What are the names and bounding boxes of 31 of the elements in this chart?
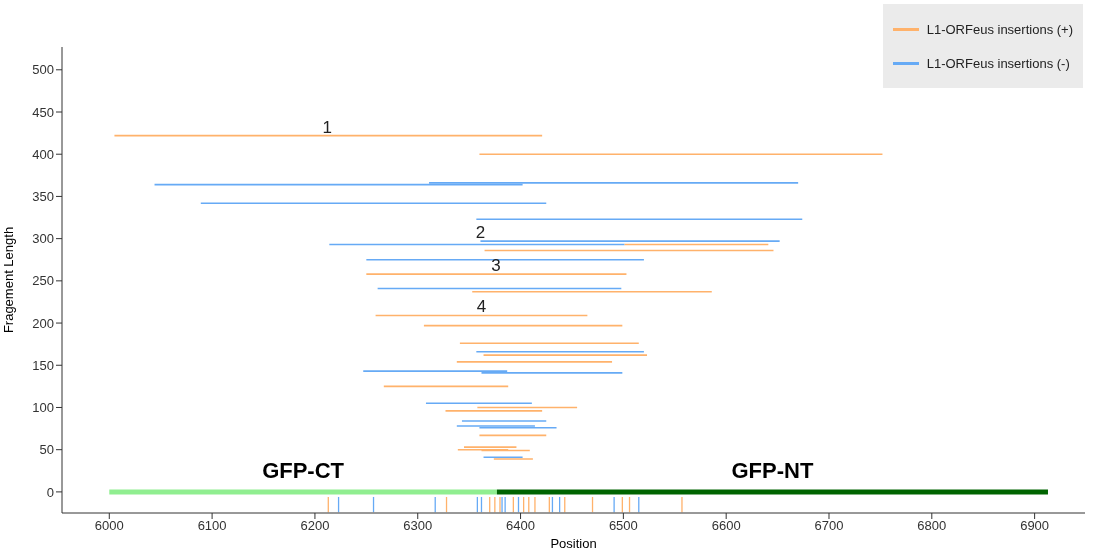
legend-label: L1-ORFeus insertions (+) xyxy=(926,21,1073,37)
y-tick-label: 100 xyxy=(32,400,54,416)
x-tick-label: 6800 xyxy=(917,518,947,534)
y-tick-label: 150 xyxy=(32,357,54,373)
annotation: 4 xyxy=(476,297,487,317)
x-tick-label: 6600 xyxy=(711,518,741,534)
y-tick-label: 400 xyxy=(32,146,54,162)
y-axis-title: Fragement Length xyxy=(0,226,16,334)
x-tick-label: 6000 xyxy=(94,518,124,534)
y-tick-label: 350 xyxy=(32,189,54,205)
legend-label: L1-ORFeus insertions (-) xyxy=(926,55,1070,71)
y-tick-label: 200 xyxy=(32,315,54,331)
x-tick-label: 6700 xyxy=(814,518,844,534)
y-tick-label: 500 xyxy=(32,62,54,78)
x-tick-label: 6500 xyxy=(608,518,638,534)
y-tick-label: 300 xyxy=(32,231,54,247)
annotation: 1 xyxy=(322,117,332,137)
y-tick-label: 50 xyxy=(39,442,54,458)
series-label: GFP-CT xyxy=(262,457,345,483)
x-axis-title: Position xyxy=(550,536,597,548)
x-tick-label: 6900 xyxy=(1020,518,1050,534)
y-tick-label: 450 xyxy=(32,104,54,120)
x-tick-label: 6400 xyxy=(506,518,536,534)
annotation: 2 xyxy=(475,223,486,243)
x-tick-label: 6100 xyxy=(197,518,227,534)
series-label: GFP-NT xyxy=(731,457,814,483)
y-tick-label: 250 xyxy=(32,273,54,289)
x-tick-label: 6200 xyxy=(300,518,330,534)
y-tick-label: 0 xyxy=(46,484,54,500)
x-tick-label: 6300 xyxy=(403,518,433,534)
annotation: 3 xyxy=(491,256,501,276)
